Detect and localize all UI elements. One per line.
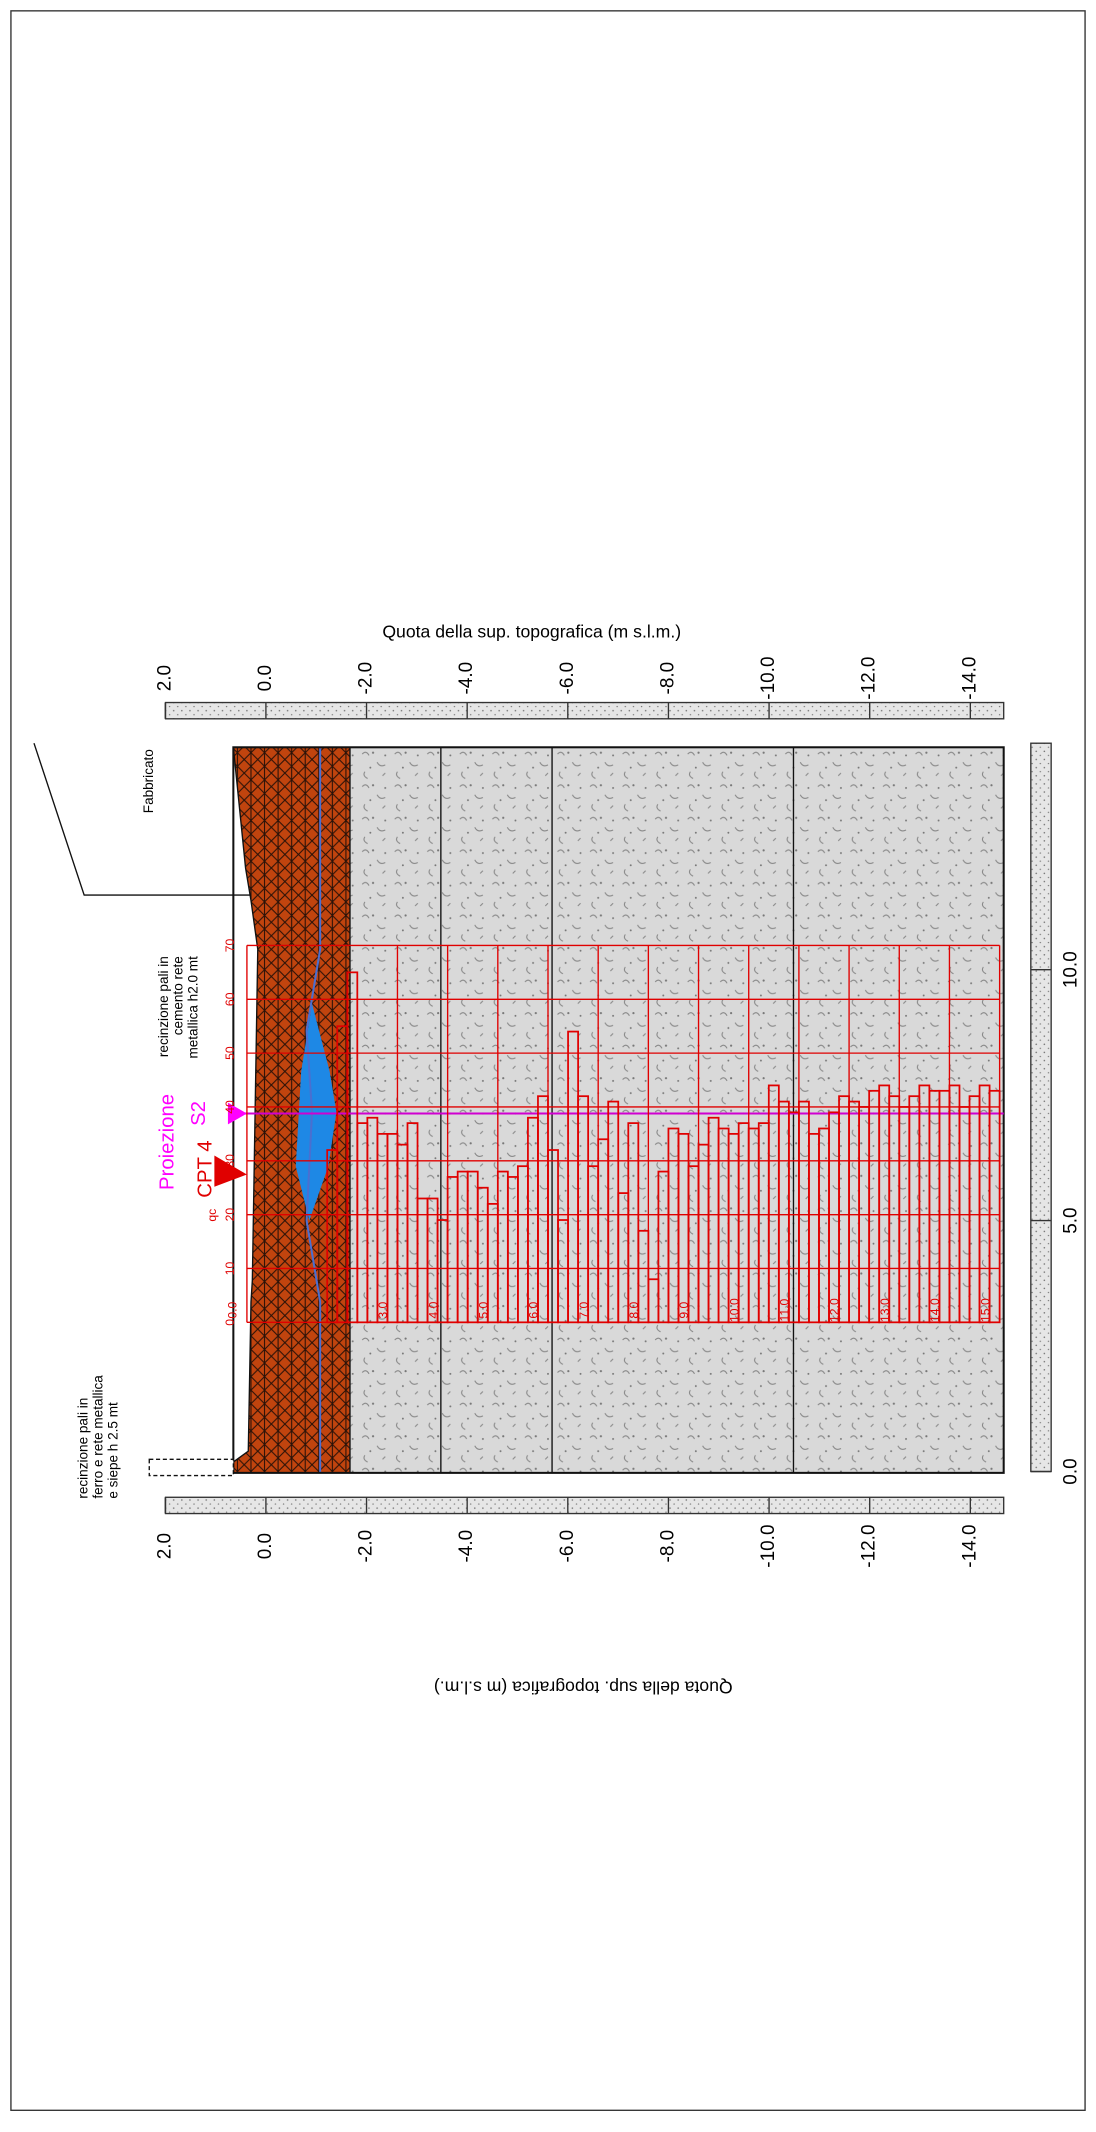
tick-label: 2.0 [154,1533,175,1559]
qc-label: qc [205,1209,219,1222]
tick-label: 10 [223,1261,237,1275]
tick-label: -14.0 [959,1524,980,1567]
fence-label: cemento rete [171,956,186,1035]
tick-label: -12.0 [859,656,880,699]
fence-label: recinzione pali in [156,956,171,1057]
page: Quota della sup. topografica (m s.l.m.) … [0,0,1096,2132]
tick-label: 0.0 [226,1301,240,1318]
tick-label: -10.0 [758,656,779,699]
tick-label: 50 [223,1046,237,1060]
tick-label: 30 [223,1154,237,1168]
tick-label: 60 [223,992,237,1006]
tick-label: -12.0 [859,1524,880,1567]
tick-label: 0.0 [255,665,276,691]
tick-label: 0.0 [255,1533,276,1559]
tick-label: -4.0 [456,1530,477,1563]
tick-label: -2.0 [356,662,377,695]
tick-label: 0.0 [1061,1458,1082,1484]
tick-label: -6.0 [557,1530,578,1563]
tick-label: 5.0 [1061,1207,1082,1233]
tick-label: 70 [223,938,237,952]
axis-title: Quota della sup. topografica (m s.l.m.) [382,621,681,641]
tick-label: 10.0 [1061,951,1082,988]
elevation-band-bottom [166,1497,1004,1513]
tick-label: 0 [223,1319,237,1326]
fence-label: metallica h2.0 mt [186,956,201,1059]
tick-label: -6.0 [557,662,578,695]
tick-label: 20 [223,1208,237,1222]
tick-label: -8.0 [657,662,678,695]
fence [149,1459,233,1475]
tick-label: -4.0 [456,662,477,695]
borehole-label: S2 [188,1101,210,1126]
drawing: Quota della sup. topografica (m s.l.m.) … [0,0,1096,2132]
elevation-band-top [166,703,1004,719]
fence-label: e siepe h 2.5 mt [106,1402,121,1499]
building-label: Fabbricato [141,749,156,813]
tick-label: -2.0 [356,1530,377,1563]
cpt-name: CPT 4 [195,1140,217,1197]
distance-band [1031,743,1051,1471]
tick-label: 40 [223,1100,237,1114]
fence-label: ferro e rete metallica [91,1375,106,1499]
tick-label: -14.0 [959,656,980,699]
projection-label: Proiezione [157,1094,179,1190]
tick-label: -10.0 [758,1524,779,1567]
axis-title: Quota della sup. topografica (m s.l.m.) [434,1678,733,1698]
fence-label: recinzione pali in [76,1398,91,1499]
tick-label: 2.0 [154,665,175,691]
tick-label: -8.0 [657,1530,678,1563]
